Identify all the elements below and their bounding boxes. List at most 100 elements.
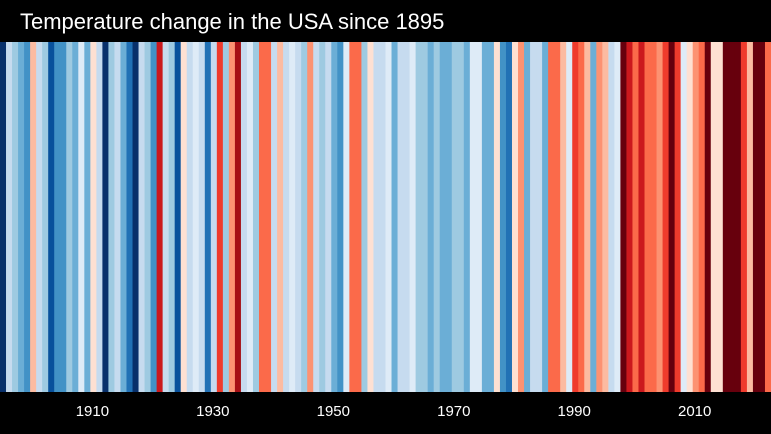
- stripe-1995: [602, 42, 609, 392]
- x-tick-label: 1930: [196, 403, 229, 420]
- stripes: [0, 42, 771, 392]
- x-axis-ticks: 1910 1930 1950 1970 1990 2010: [76, 403, 712, 420]
- stripe-1985: [542, 42, 549, 392]
- stripe-1966: [427, 42, 435, 392]
- stripe-1960: [391, 42, 399, 392]
- stripe-1975: [481, 42, 489, 392]
- stripe-1955: [361, 42, 369, 392]
- stripe-1972: [463, 42, 471, 392]
- stripe-2013: [710, 42, 718, 392]
- stripe-1963: [409, 42, 417, 392]
- stripe-1912: [102, 42, 110, 392]
- stripe-1917: [132, 42, 140, 392]
- stripe-1922: [162, 42, 170, 392]
- stripe-1909: [84, 42, 91, 392]
- stripe-1953: [349, 42, 356, 392]
- stripe-1983: [530, 42, 537, 392]
- x-tick-label: 1990: [558, 403, 591, 420]
- stripe-1900: [30, 42, 37, 392]
- stripe-1913: [108, 42, 116, 392]
- stripe-1941: [277, 42, 284, 392]
- stripe-1964: [415, 42, 423, 392]
- stripe-1938: [259, 42, 266, 392]
- stripe-2018: [740, 42, 748, 392]
- stripe-2017: [734, 42, 742, 392]
- stripe-1987: [554, 42, 561, 392]
- stripe-1904: [54, 42, 61, 392]
- stripe-1997: [614, 42, 622, 392]
- stripe-1952: [343, 42, 350, 392]
- stripe-1990: [572, 42, 579, 392]
- stripe-1959: [385, 42, 393, 392]
- stripe-2004: [656, 42, 664, 392]
- stripe-1908: [78, 42, 85, 392]
- stripe-1901: [36, 42, 43, 392]
- stripe-1948: [319, 42, 326, 392]
- stripe-1954: [355, 42, 362, 392]
- stripe-1993: [590, 42, 597, 392]
- stripe-2005: [662, 42, 670, 392]
- stripe-2000: [632, 42, 640, 392]
- stripe-1946: [307, 42, 314, 392]
- stripe-2016: [728, 42, 736, 392]
- stripe-1998: [620, 42, 628, 392]
- stripe-1970: [451, 42, 459, 392]
- stripe-1971: [457, 42, 465, 392]
- stripe-1978: [499, 42, 507, 392]
- stripe-1991: [578, 42, 585, 392]
- stripe-1976: [487, 42, 495, 392]
- stripe-2006: [668, 42, 676, 392]
- stripe-1918: [138, 42, 146, 392]
- stripe-1994: [596, 42, 603, 392]
- stripe-1943: [289, 42, 296, 392]
- stripe-1973: [469, 42, 477, 392]
- stripe-1968: [439, 42, 447, 392]
- stripe-1921: [156, 42, 164, 392]
- stripe-1979: [505, 42, 513, 392]
- stripe-1950: [331, 42, 338, 392]
- stripe-1944: [295, 42, 302, 392]
- stripe-1999: [626, 42, 634, 392]
- stripe-1925: [180, 42, 188, 392]
- stripe-1905: [60, 42, 67, 392]
- stripe-1939: [265, 42, 272, 392]
- stripe-2014: [716, 42, 724, 392]
- stripe-1977: [493, 42, 501, 392]
- stripe-1958: [379, 42, 387, 392]
- stripe-1949: [325, 42, 332, 392]
- stripe-1982: [524, 42, 531, 392]
- stripe-1986: [548, 42, 555, 392]
- stripe-1947: [313, 42, 320, 392]
- stripe-1903: [48, 42, 55, 392]
- stripe-1980: [511, 42, 519, 392]
- stripe-1933: [228, 42, 236, 392]
- stripe-1906: [66, 42, 73, 392]
- stripe-1984: [536, 42, 543, 392]
- stripe-1915: [120, 42, 128, 392]
- stripe-1965: [421, 42, 429, 392]
- stripe-2001: [638, 42, 646, 392]
- stripe-1936: [246, 42, 254, 392]
- stripe-1945: [301, 42, 308, 392]
- stripe-2007: [674, 42, 682, 392]
- stripe-1996: [608, 42, 615, 392]
- stripe-1989: [566, 42, 573, 392]
- stripe-1962: [403, 42, 411, 392]
- stripe-1898: [18, 42, 25, 392]
- stripe-1924: [174, 42, 182, 392]
- stripe-1969: [445, 42, 453, 392]
- stripe-2002: [644, 42, 652, 392]
- stripe-1897: [12, 42, 19, 392]
- stripe-1895: [0, 42, 7, 392]
- stripe-1992: [584, 42, 591, 392]
- stripe-1951: [337, 42, 344, 392]
- stripe-1927: [192, 42, 200, 392]
- stripe-1988: [560, 42, 567, 392]
- stripe-1899: [24, 42, 31, 392]
- stripe-1920: [150, 42, 158, 392]
- stripe-2011: [698, 42, 706, 392]
- stripe-2022: [764, 42, 771, 392]
- stripe-2021: [758, 42, 766, 392]
- stripe-1930: [210, 42, 218, 392]
